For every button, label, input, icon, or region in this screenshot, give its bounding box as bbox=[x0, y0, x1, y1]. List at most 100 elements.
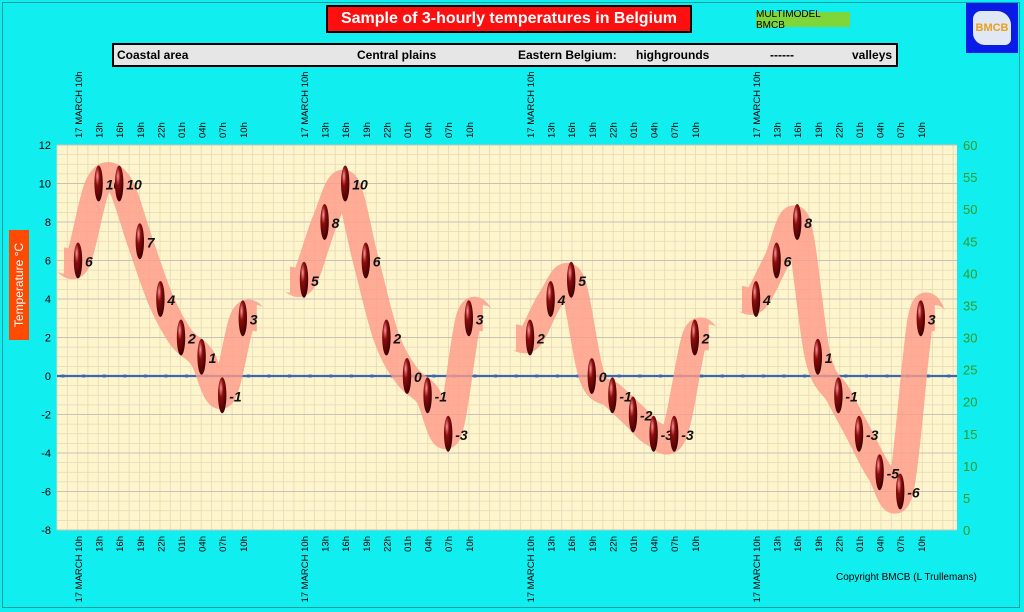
x-tick-label-top: 22h bbox=[156, 122, 167, 138]
x-tick-label-top: 16h bbox=[793, 122, 804, 138]
data-point bbox=[320, 204, 329, 240]
data-point bbox=[546, 281, 555, 317]
data-point bbox=[670, 415, 679, 452]
zero-line-dot bbox=[803, 374, 807, 378]
y-tick-label: 10 bbox=[39, 179, 51, 191]
data-label: -1 bbox=[229, 388, 242, 404]
data-label: -1 bbox=[435, 388, 448, 404]
x-tick-label-top: 10h bbox=[465, 122, 476, 138]
zero-line-dot bbox=[246, 374, 250, 378]
data-point bbox=[834, 377, 843, 414]
x-tick-label-top: 07h bbox=[670, 122, 681, 138]
data-label: -3 bbox=[455, 427, 468, 443]
x-tick-label-top: 13h bbox=[773, 122, 784, 138]
x-tick-label-top: 16h bbox=[115, 122, 126, 138]
x-tick-label-top: 13h bbox=[95, 122, 106, 138]
data-label: 6 bbox=[373, 254, 381, 270]
y2-tick-label: 0 bbox=[963, 523, 970, 538]
x-tick-label-top: 10h bbox=[917, 122, 928, 138]
x-tick-label-top: 22h bbox=[382, 122, 393, 138]
data-label: 4 bbox=[166, 292, 175, 308]
x-tick-label-bottom: 13h bbox=[321, 536, 332, 552]
x-tick-label-top: 01h bbox=[629, 122, 640, 138]
y2-tick-label: 10 bbox=[963, 459, 977, 474]
x-tick-label-top: 13h bbox=[547, 122, 558, 138]
data-label: -2 bbox=[640, 408, 653, 424]
x-tick-label-bottom: 07h bbox=[444, 536, 455, 552]
zero-line-dot bbox=[926, 374, 930, 378]
zero-line-dot bbox=[514, 374, 518, 378]
x-tick-label-bottom: 22h bbox=[156, 536, 167, 552]
data-label: -3 bbox=[866, 427, 879, 443]
x-tick-label-top: 07h bbox=[896, 122, 907, 138]
x-tick-label-bottom: 04h bbox=[876, 536, 887, 552]
data-point bbox=[690, 319, 699, 356]
zero-line-dot bbox=[432, 374, 436, 378]
zero-line-dot bbox=[185, 374, 189, 378]
data-point bbox=[156, 281, 165, 317]
data-label: 3 bbox=[928, 311, 936, 327]
data-point bbox=[299, 261, 309, 298]
region-central-label: Central plains bbox=[357, 48, 437, 62]
logo-text: BMCB bbox=[973, 11, 1011, 45]
data-point bbox=[608, 377, 617, 414]
y2-tick-label: 15 bbox=[963, 427, 977, 442]
x-tick-label-top: 17 MARCH 10h bbox=[74, 71, 85, 138]
x-tick-label-bottom: 04h bbox=[650, 536, 661, 552]
x-tick-label-bottom: 16h bbox=[793, 536, 804, 552]
x-tick-label-bottom: 01h bbox=[403, 536, 414, 552]
data-label: 2 bbox=[536, 331, 545, 347]
x-tick-label-top: 17 MARCH 10h bbox=[752, 71, 763, 138]
x-tick-label-bottom: 19h bbox=[136, 536, 147, 552]
data-label: -3 bbox=[681, 427, 694, 443]
zero-line-dot bbox=[102, 374, 106, 378]
data-label: 2 bbox=[701, 331, 710, 347]
x-tick-label-bottom: 22h bbox=[382, 536, 393, 552]
x-tick-label-top: 22h bbox=[608, 122, 619, 138]
x-tick-label-bottom: 04h bbox=[198, 536, 209, 552]
data-label: -1 bbox=[619, 388, 632, 404]
x-tick-label-top: 01h bbox=[855, 122, 866, 138]
zero-line-dot bbox=[576, 374, 580, 378]
data-point bbox=[382, 319, 391, 356]
x-tick-label-bottom: 01h bbox=[855, 536, 866, 552]
x-tick-label-bottom: 10h bbox=[239, 536, 250, 552]
bmcb-logo-icon: BMCB bbox=[966, 3, 1018, 53]
x-tick-label-bottom: 16h bbox=[567, 536, 578, 552]
x-tick-label-top: 04h bbox=[424, 122, 435, 138]
x-tick-label-bottom: 16h bbox=[341, 536, 352, 552]
x-tick-label-bottom: 13h bbox=[547, 536, 558, 552]
y-tick-label: 4 bbox=[45, 294, 51, 306]
data-point bbox=[896, 473, 905, 510]
data-point bbox=[587, 358, 596, 394]
y2-tick-label: 5 bbox=[963, 491, 970, 506]
region-valleys-label: valleys bbox=[852, 48, 893, 62]
zero-line-dot bbox=[329, 374, 333, 378]
model-badge: MULTIMODEL BMCB bbox=[756, 9, 850, 31]
zero-line-dot bbox=[123, 374, 127, 378]
zero-line-dot bbox=[947, 374, 951, 378]
zero-line-dot bbox=[782, 374, 786, 378]
data-label: 1 bbox=[209, 350, 217, 366]
copyright-text: Copyright BMCB (L Trullemans) bbox=[836, 572, 977, 583]
zero-line-dot bbox=[741, 374, 745, 378]
y-tick-label: -4 bbox=[41, 448, 51, 460]
x-tick-label-top: 01h bbox=[177, 122, 188, 138]
x-tick-label-bottom: 10h bbox=[691, 536, 702, 552]
chart-title: Sample of 3-hourly temperatures in Belgi… bbox=[326, 5, 692, 33]
y-tick-label: -8 bbox=[41, 525, 51, 537]
data-point bbox=[402, 358, 412, 394]
y-tick-label: -6 bbox=[41, 487, 51, 499]
x-tick-label-top: 13h bbox=[321, 122, 332, 138]
x-tick-label-top: 17 MARCH 10h bbox=[300, 71, 311, 138]
x-tick-label-bottom: 22h bbox=[834, 536, 845, 552]
zero-line-dot bbox=[82, 374, 86, 378]
data-point bbox=[135, 223, 144, 260]
region-dash: ------ bbox=[770, 48, 794, 62]
zero-line-dot bbox=[494, 374, 498, 378]
x-tick-label-bottom: 13h bbox=[773, 536, 784, 552]
region-highgrounds-label: highgrounds bbox=[636, 48, 710, 62]
data-label: 5 bbox=[311, 273, 319, 289]
